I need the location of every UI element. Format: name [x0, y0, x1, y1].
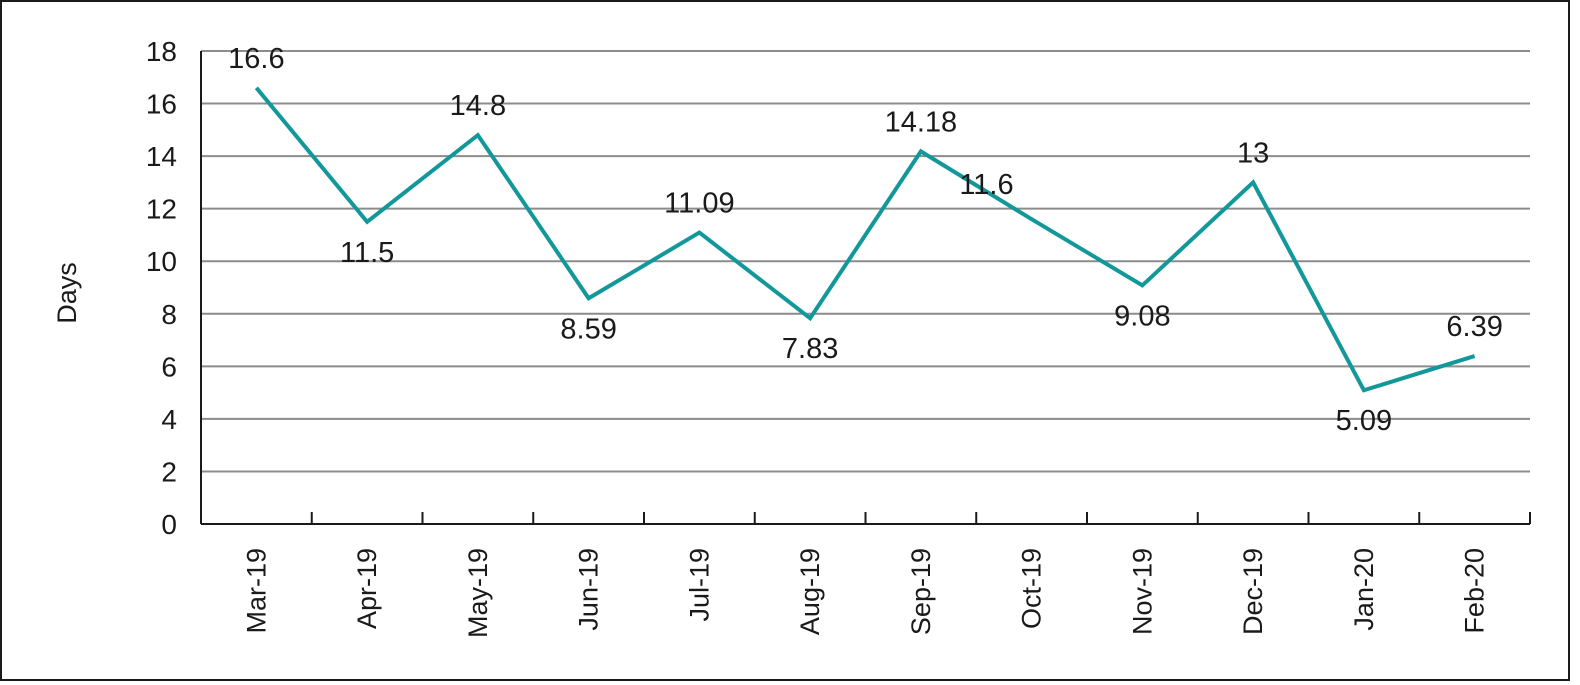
y-tick-label: 14: [146, 141, 177, 172]
y-tick-label: 16: [146, 89, 177, 120]
x-tick-label: Jun-19: [574, 548, 604, 631]
y-tick-label: 0: [161, 509, 177, 540]
x-tick-label: Aug-19: [795, 548, 825, 635]
y-axis-title: Days: [52, 262, 82, 324]
data-label: 14.8: [450, 90, 506, 122]
gridlines: [201, 50, 1530, 473]
axes: [200, 51, 1531, 525]
x-tick-label: Jan-20: [1349, 548, 1379, 631]
data-label: 8.59: [560, 313, 616, 345]
data-label: 11.09: [664, 188, 734, 220]
x-tick-label: Mar-19: [241, 548, 271, 634]
data-label: 14.18: [885, 106, 958, 138]
y-tick-label: 18: [146, 36, 177, 67]
x-tick-label: Jul-19: [684, 548, 714, 622]
data-label: 13: [1237, 137, 1269, 169]
x-tick-label: Dec-19: [1238, 548, 1268, 635]
series-1-line: [254, 86, 1476, 393]
data-label: 9.08: [1114, 300, 1170, 332]
x-tick-label: Sep-19: [906, 548, 936, 635]
series-line: [254, 86, 1476, 393]
data-label: 5.09: [1336, 405, 1392, 437]
x-tick-label: Feb-20: [1460, 548, 1490, 634]
y-tick-label: 2: [161, 456, 177, 487]
y-tick-label: 10: [146, 246, 177, 277]
y-tick-label: 4: [161, 404, 177, 435]
data-label: 7.83: [782, 333, 838, 365]
y-tick-label: 8: [161, 299, 177, 330]
data-label: 16.6: [228, 43, 284, 75]
x-tick-label: Apr-19: [352, 548, 382, 629]
x-tick-label: Oct-19: [1017, 548, 1047, 629]
data-label: 11.5: [340, 237, 394, 269]
x-tick-label: Nov-19: [1127, 548, 1157, 635]
x-tick-label: May-19: [463, 548, 493, 638]
data-label: 11.6: [959, 169, 1013, 201]
x-axis-ticks: Mar-19 Apr-19 May-19 Jun-19 Jul-19 Aug-19 Sep-…: [241, 548, 1489, 638]
y-tick-label: 12: [146, 194, 177, 225]
data-label: 6.39: [1446, 311, 1502, 343]
y-tick-label: 6: [161, 351, 177, 382]
y-axis-ticks: 0 2 4 6 8 10 12 14 16 18: [146, 36, 177, 540]
